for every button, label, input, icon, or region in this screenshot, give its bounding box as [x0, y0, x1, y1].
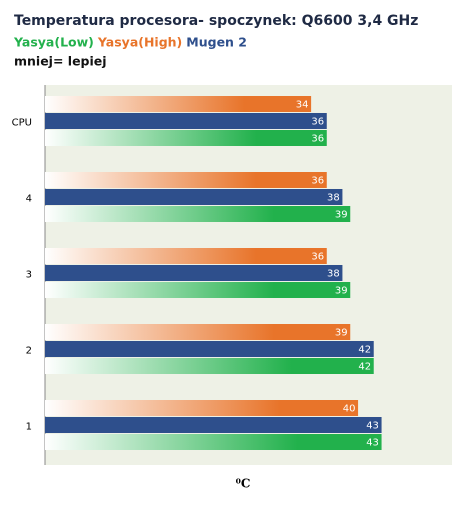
y-tick-label: 2 [26, 346, 32, 357]
value-label: 42 [358, 362, 371, 373]
bar [45, 400, 359, 416]
value-label: 43 [366, 438, 379, 449]
legend-entry: Yasya(High) [97, 35, 182, 50]
legend-entry: Yasya(Low) [13, 35, 94, 50]
y-tick-label: CPU [12, 118, 32, 129]
value-label: 39 [335, 210, 348, 221]
subtitle: mniej= lepiej [14, 54, 107, 69]
value-label: 42 [358, 345, 371, 356]
bar [45, 172, 327, 188]
value-label: 34 [296, 100, 309, 111]
x-axis-label: ⁰C [236, 477, 251, 491]
y-tick-label: 1 [26, 422, 32, 433]
chart-title: Temperatura procesora- spoczynek: Q6600 … [14, 13, 418, 29]
legend: Yasya(Low) Yasya(High) Mugen 2 [13, 35, 247, 50]
value-label: 36 [311, 176, 324, 187]
value-label: 36 [311, 252, 324, 263]
value-label: 36 [311, 117, 324, 128]
legend-entry: Mugen 2 [186, 35, 247, 50]
y-tick-label: 3 [26, 270, 32, 281]
value-label: 39 [335, 328, 348, 339]
value-label: 43 [366, 421, 379, 432]
value-label: 36 [311, 134, 324, 145]
value-label: 38 [327, 269, 340, 280]
y-tick-label: 4 [26, 194, 32, 205]
bar [45, 189, 343, 205]
value-label: 38 [327, 193, 340, 204]
value-label: 40 [343, 404, 356, 415]
bar [45, 248, 327, 264]
value-label: 39 [335, 286, 348, 297]
bar [45, 206, 351, 222]
bar [45, 417, 382, 433]
bar [45, 96, 312, 112]
bar [45, 324, 351, 340]
bar [45, 282, 351, 298]
bar [45, 265, 343, 281]
bar [45, 130, 327, 146]
bar [45, 358, 374, 374]
bar [45, 341, 374, 357]
bar [45, 113, 327, 129]
bar [45, 434, 382, 450]
